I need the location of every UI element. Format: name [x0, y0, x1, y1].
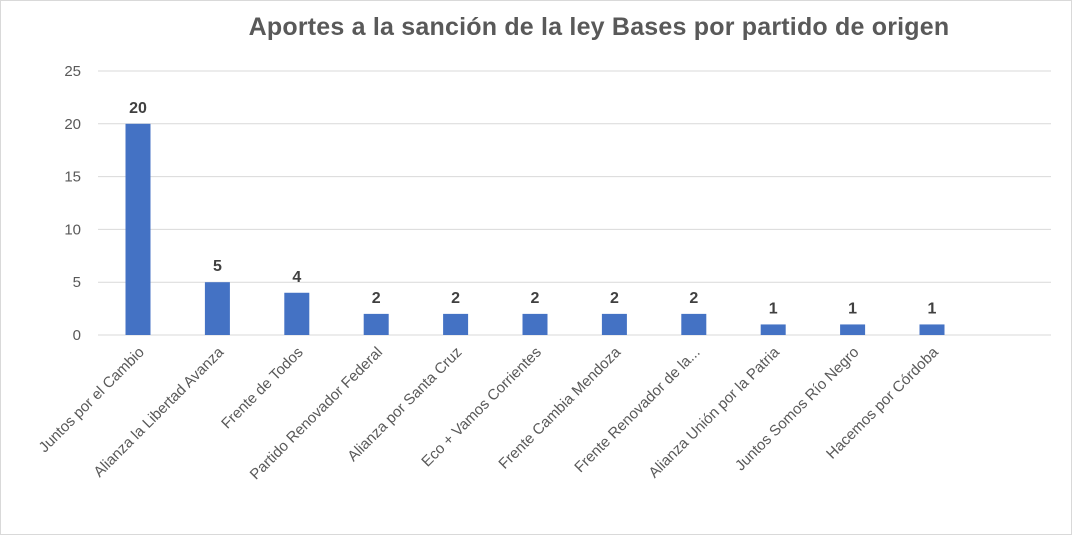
x-category-label: Partido Renovador Federal [247, 344, 386, 483]
bar-3 [363, 313, 389, 335]
bar-7 [681, 313, 707, 335]
bar-4 [443, 313, 469, 335]
bar-9 [840, 324, 866, 335]
data-labels: 20 5 4 2 2 2 2 2 1 1 1 [129, 100, 936, 318]
y-tick-label: 0 [73, 327, 81, 344]
x-category-label: Frente de Todos [218, 344, 306, 432]
data-label: 1 [848, 300, 857, 317]
x-category-label: Alianza la Libertad Avanza [90, 343, 227, 480]
y-axis-ticks: 0 5 10 15 20 25 [64, 63, 81, 344]
y-tick-label: 5 [73, 274, 81, 291]
bar-1 [204, 282, 230, 335]
bars [125, 123, 945, 335]
bar-10 [919, 324, 945, 335]
data-label: 2 [531, 290, 540, 307]
data-label: 2 [610, 290, 619, 307]
y-tick-label: 20 [64, 116, 81, 133]
data-label: 20 [129, 100, 147, 117]
bar-8 [760, 324, 786, 335]
bar-5 [522, 313, 548, 335]
data-label: 2 [689, 290, 698, 307]
bar-2 [284, 292, 310, 335]
bar-6 [601, 313, 627, 335]
y-tick-label: 10 [64, 221, 81, 238]
data-label: 1 [928, 300, 937, 317]
grid-lines [98, 70, 1051, 336]
y-tick-label: 25 [64, 63, 81, 80]
x-category-label: Alianza Unión por la Patria [645, 343, 783, 481]
data-label: 4 [292, 269, 301, 286]
data-label: 1 [769, 300, 778, 317]
data-label: 2 [372, 290, 381, 307]
data-label: 2 [451, 290, 460, 307]
bar-0 [125, 123, 151, 335]
data-label: 5 [213, 258, 222, 275]
chart-title: Aportes a la sanción de la ley Bases por… [248, 13, 950, 41]
y-tick-label: 15 [64, 169, 81, 186]
